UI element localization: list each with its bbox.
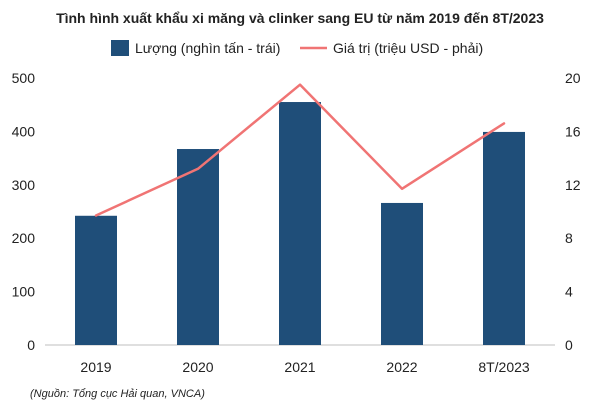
bar-2022 [381,202,423,345]
legend-swatch-bar [111,40,129,56]
x-tick-label: 2022 [386,359,417,375]
right-tick-label: 12 [565,177,581,193]
bar-series [75,102,525,345]
chart-title: Tình hình xuất khẩu xi măng và clinker s… [56,10,544,26]
legend-label-bar: Lượng (nghìn tấn - trái) [135,40,280,56]
left-tick-label: 100 [12,284,36,300]
left-tick-label: 500 [12,70,36,86]
x-tick-label: 2020 [182,359,213,375]
bar-2021 [279,102,321,345]
line-series [94,83,506,217]
left-tick-label: 200 [12,230,36,246]
right-tick-label: 4 [565,284,573,300]
left-axis-ticks: 0 100 200 300 400 500 [12,70,36,353]
x-tick-label: 8T/2023 [478,359,530,375]
bar-8t-2023 [483,131,525,345]
left-tick-label: 400 [12,123,36,139]
right-tick-label: 0 [565,337,573,353]
right-tick-label: 16 [565,123,581,139]
x-axis-ticks: 2019 2020 2021 2022 8T/2023 [80,359,529,375]
right-axis-ticks: 0 4 8 12 16 20 [565,70,581,353]
left-tick-label: 0 [27,337,35,353]
legend: Lượng (nghìn tấn - trái) Giá trị (triệu … [111,40,483,56]
source-note: (Nguồn: Tổng cục Hải quan, VNCA) [30,388,205,400]
right-tick-label: 8 [565,230,573,246]
bar-2020 [177,149,219,345]
left-tick-label: 300 [12,177,36,193]
bar-2019 [75,215,117,345]
x-tick-label: 2021 [284,359,315,375]
legend-label-line: Giá trị (triệu USD - phải) [333,40,483,56]
x-tick-label: 2019 [80,359,111,375]
right-tick-label: 20 [565,70,581,86]
